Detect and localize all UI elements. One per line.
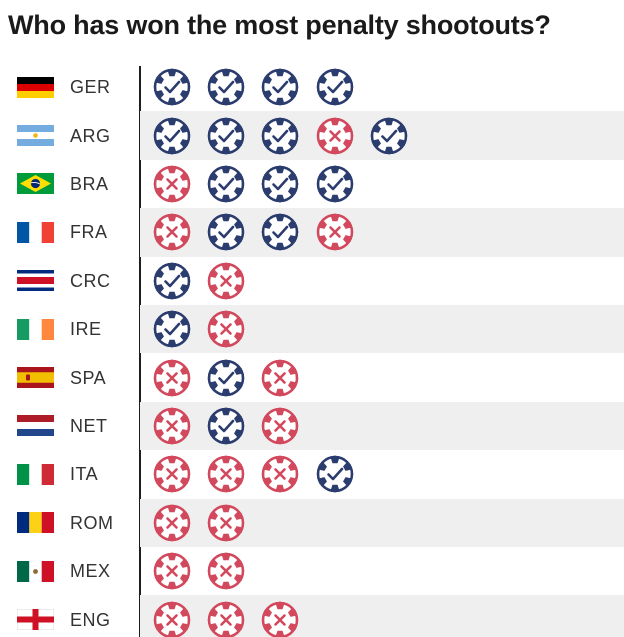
mexico-flag-icon xyxy=(17,560,54,582)
table-row: ARG xyxy=(0,111,624,160)
ball-cross-icon xyxy=(153,455,191,493)
ball-check-icon xyxy=(153,117,191,155)
table-row: FRA xyxy=(0,208,624,257)
table-row: MEX xyxy=(0,547,624,595)
ball-check-icon xyxy=(261,165,299,203)
ball-cross-icon xyxy=(261,455,299,493)
ball-cross-icon xyxy=(207,601,245,637)
ball-cross-icon xyxy=(207,504,245,542)
table-row: SPA xyxy=(0,353,624,401)
ball-cross-icon xyxy=(207,552,245,590)
ball-check-icon xyxy=(207,407,245,445)
ball-cross-icon xyxy=(153,213,191,251)
argentina-flag-icon xyxy=(17,125,54,147)
ball-cross-icon xyxy=(153,601,191,637)
ball-cross-icon xyxy=(153,407,191,445)
netherlands-flag-icon xyxy=(17,415,54,437)
ball-cross-icon xyxy=(261,359,299,397)
ball-check-icon xyxy=(316,68,354,106)
ball-cross-icon xyxy=(207,310,245,348)
table-row: IRE xyxy=(0,305,624,354)
ball-check-icon xyxy=(207,359,245,397)
ball-check-icon xyxy=(207,213,245,251)
country-label: FRA xyxy=(70,222,108,243)
country-label: ARG xyxy=(70,125,111,146)
ball-check-icon xyxy=(153,262,191,300)
ball-check-icon xyxy=(370,117,408,155)
ball-check-icon xyxy=(316,455,354,493)
ball-cross-icon xyxy=(261,407,299,445)
country-label: BRA xyxy=(70,173,109,194)
ball-cross-icon xyxy=(316,117,354,155)
table-row: BRA xyxy=(0,160,624,208)
ball-cross-icon xyxy=(153,359,191,397)
table-row: GER xyxy=(0,63,624,111)
country-label: SPA xyxy=(70,367,107,388)
ball-cross-icon xyxy=(153,165,191,203)
ball-check-icon xyxy=(261,117,299,155)
ball-check-icon xyxy=(153,68,191,106)
table-row: ITA xyxy=(0,450,624,498)
brazil-flag-icon xyxy=(17,173,54,195)
costa-rica-flag-icon xyxy=(17,270,54,292)
france-flag-icon xyxy=(17,221,54,243)
country-label: MEX xyxy=(70,561,111,582)
ireland-flag-icon xyxy=(17,318,54,340)
country-label: NET xyxy=(70,415,108,436)
england-flag-icon xyxy=(17,609,54,631)
ball-cross-icon xyxy=(261,601,299,637)
romania-flag-icon xyxy=(17,512,54,534)
table-row: ROM xyxy=(0,498,624,547)
ball-check-icon xyxy=(207,68,245,106)
chart-title: Who has won the most penalty shootouts? xyxy=(8,10,551,40)
ball-cross-icon xyxy=(153,504,191,542)
country-label: ITA xyxy=(70,464,99,485)
country-label: IRE xyxy=(70,319,102,340)
ball-cross-icon xyxy=(207,262,245,300)
ball-check-icon xyxy=(261,68,299,106)
ball-cross-icon xyxy=(207,455,245,493)
ball-cross-icon xyxy=(316,213,354,251)
germany-flag-icon xyxy=(17,76,54,98)
ball-check-icon xyxy=(207,165,245,203)
table-row: ENG xyxy=(0,595,624,637)
ball-check-icon xyxy=(261,213,299,251)
ball-check-icon xyxy=(316,165,354,203)
table-row: CRC xyxy=(0,257,624,305)
ball-check-icon xyxy=(153,310,191,348)
ball-cross-icon xyxy=(153,552,191,590)
country-label: ENG xyxy=(70,609,111,630)
spain-flag-icon xyxy=(17,367,54,389)
country-label: ROM xyxy=(70,512,114,533)
table-row: NET xyxy=(0,401,624,451)
penalty-shootout-chart: GER ARG xyxy=(0,62,624,637)
country-label: CRC xyxy=(70,270,111,291)
country-label: GER xyxy=(70,77,111,98)
italy-flag-icon xyxy=(17,463,54,485)
ball-check-icon xyxy=(207,117,245,155)
